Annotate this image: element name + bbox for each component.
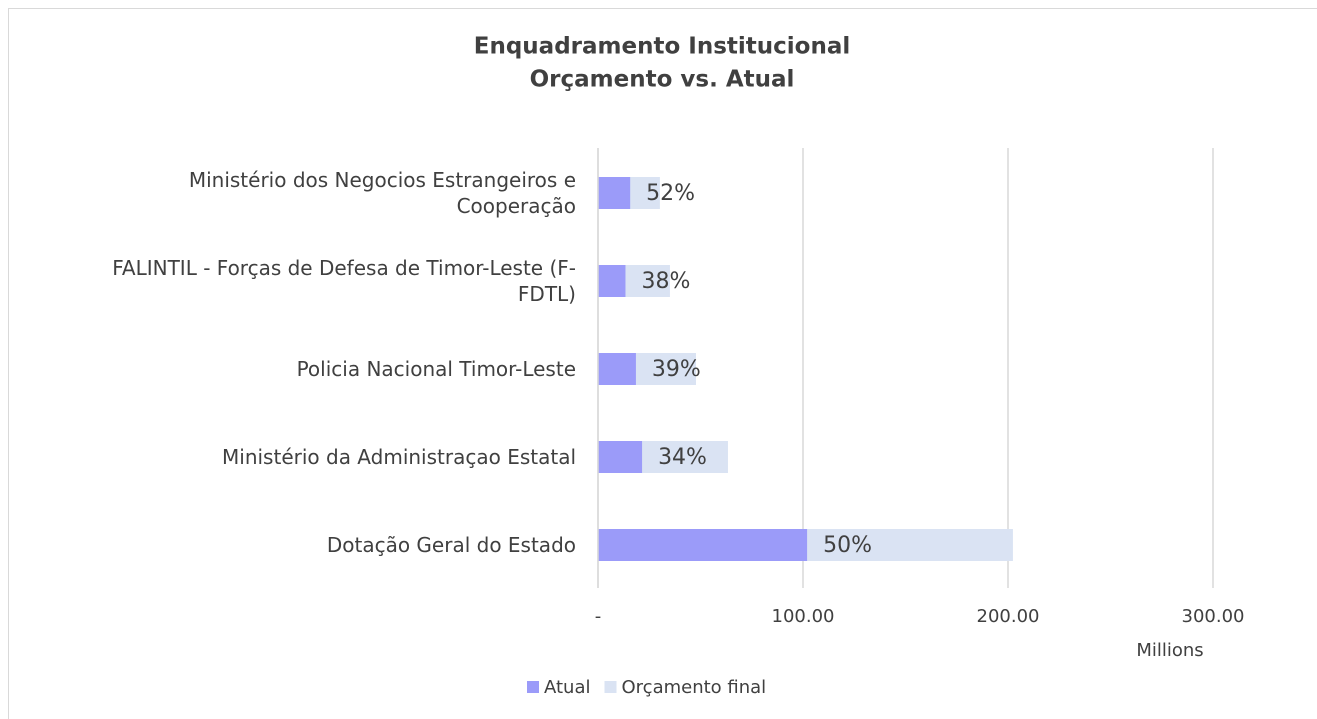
x-tick-label: 100.00 (772, 606, 835, 627)
category-label: Ministério dos Negocios Estrangeiros e C… (188, 168, 576, 218)
legend-swatch (527, 681, 539, 693)
x-tick-label: 300.00 (1182, 606, 1245, 627)
data-label: 50% (823, 533, 872, 558)
chart-title: Enquadramento Institucional (474, 34, 850, 60)
legend-swatch (604, 681, 617, 693)
category-label: Ministério da Administraçao Estatal (222, 445, 576, 469)
bar (598, 529, 808, 561)
data-label: 38% (641, 269, 690, 294)
x-axis-unit: Millions (1136, 640, 1203, 661)
chart-frame (8, 8, 1317, 719)
x-tick-label: - (595, 606, 602, 627)
bar (598, 265, 626, 297)
legend-label: Orçamento final (622, 677, 767, 698)
data-label: 52% (646, 181, 695, 206)
x-tick-label: 200.00 (977, 606, 1040, 627)
data-label: 34% (658, 445, 707, 470)
chart-title: Orçamento vs. Atual (530, 67, 795, 93)
category-label: FALINTIL - Forças de Defesa de Timor-Les… (112, 256, 576, 306)
bar (598, 177, 631, 209)
category-label: Dotação Geral do Estado (326, 533, 576, 557)
bar (598, 441, 643, 473)
data-label: 39% (652, 357, 701, 382)
category-label: Policia Nacional Timor-Leste (296, 357, 576, 381)
legend-label: Atual (544, 677, 591, 698)
bar (598, 353, 636, 385)
